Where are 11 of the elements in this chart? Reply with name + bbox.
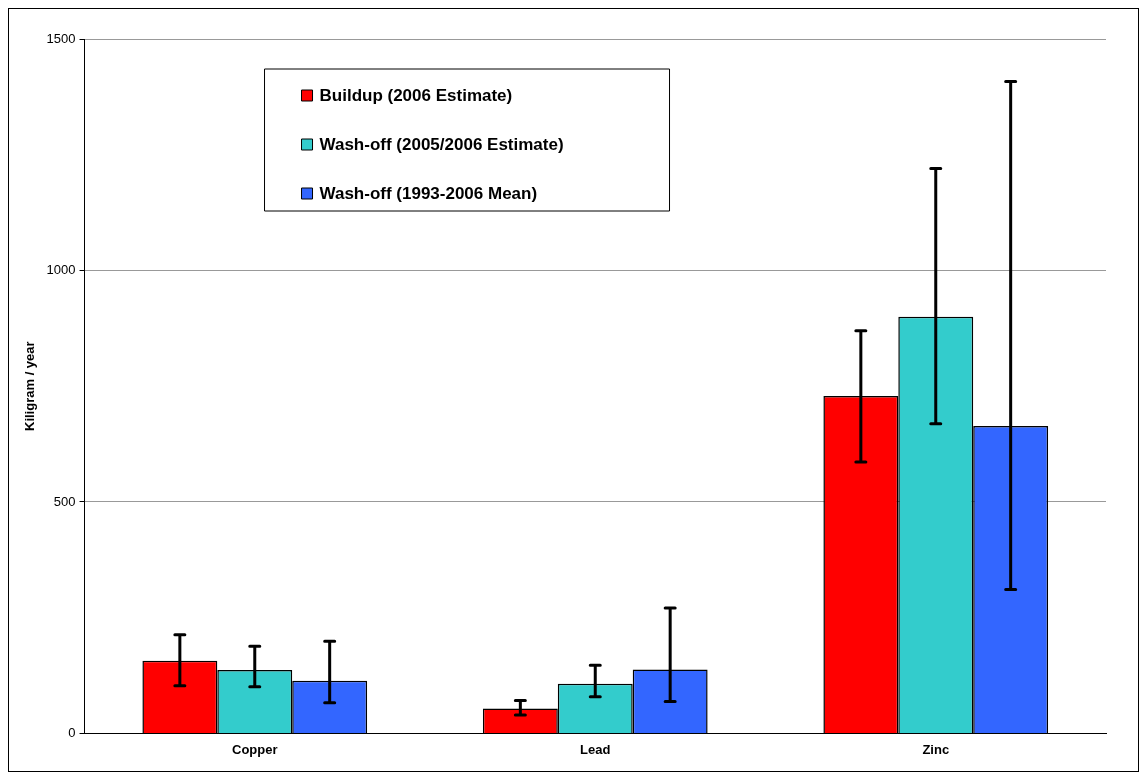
legend-label: Buildup (2006 Estimate) bbox=[319, 85, 513, 105]
x-tick-label: Zinc bbox=[922, 741, 950, 757]
legend-label: Wash-off (1993-2006 Mean) bbox=[319, 183, 538, 203]
y-tick-label: 1500 bbox=[46, 30, 76, 46]
y-tick-label: 0 bbox=[68, 724, 76, 740]
x-tick-label: Copper bbox=[232, 741, 278, 757]
y-tick-label: 500 bbox=[53, 493, 76, 509]
y-tick-label: 1000 bbox=[46, 262, 76, 278]
y-axis-title: Kiligram / year bbox=[22, 341, 38, 431]
legend-label: Wash-off (2005/2006 Estimate) bbox=[319, 134, 564, 154]
x-tick-label: Lead bbox=[580, 741, 611, 757]
